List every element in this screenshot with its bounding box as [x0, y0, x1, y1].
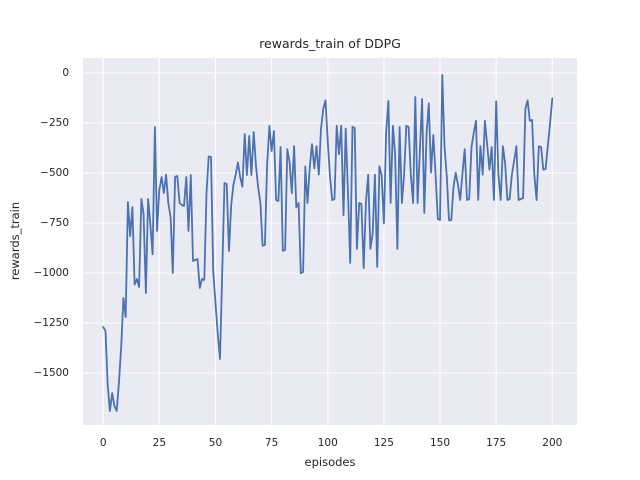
x-tick-label: 150 — [429, 437, 451, 449]
x-tick-label: 75 — [264, 437, 279, 449]
plot-area — [83, 58, 577, 425]
x-tick-label: 50 — [208, 437, 223, 449]
y-axis-label: rewards_train — [8, 201, 22, 281]
y-tick-label: −1000 — [33, 267, 69, 279]
y-tick-label: −1500 — [33, 367, 69, 379]
x-tick-label: 100 — [317, 437, 338, 449]
plot-svg — [83, 58, 577, 425]
rewards-train-line — [102, 74, 554, 412]
y-tick-label: −500 — [40, 167, 69, 179]
x-tick-label: 25 — [152, 437, 167, 449]
x-tick-label: 0 — [99, 437, 107, 449]
y-tick-label: −250 — [40, 117, 69, 129]
y-tick-label: −750 — [40, 217, 69, 229]
x-tick-label: 200 — [542, 437, 563, 449]
y-tick-label: −1250 — [33, 317, 69, 329]
y-tick-label: 0 — [62, 67, 69, 79]
x-tick-label: 175 — [486, 437, 507, 449]
x-axis-label: episodes — [304, 455, 356, 469]
chart-title: rewards_train of DDPG — [259, 36, 401, 51]
x-tick-label: 125 — [373, 437, 394, 449]
